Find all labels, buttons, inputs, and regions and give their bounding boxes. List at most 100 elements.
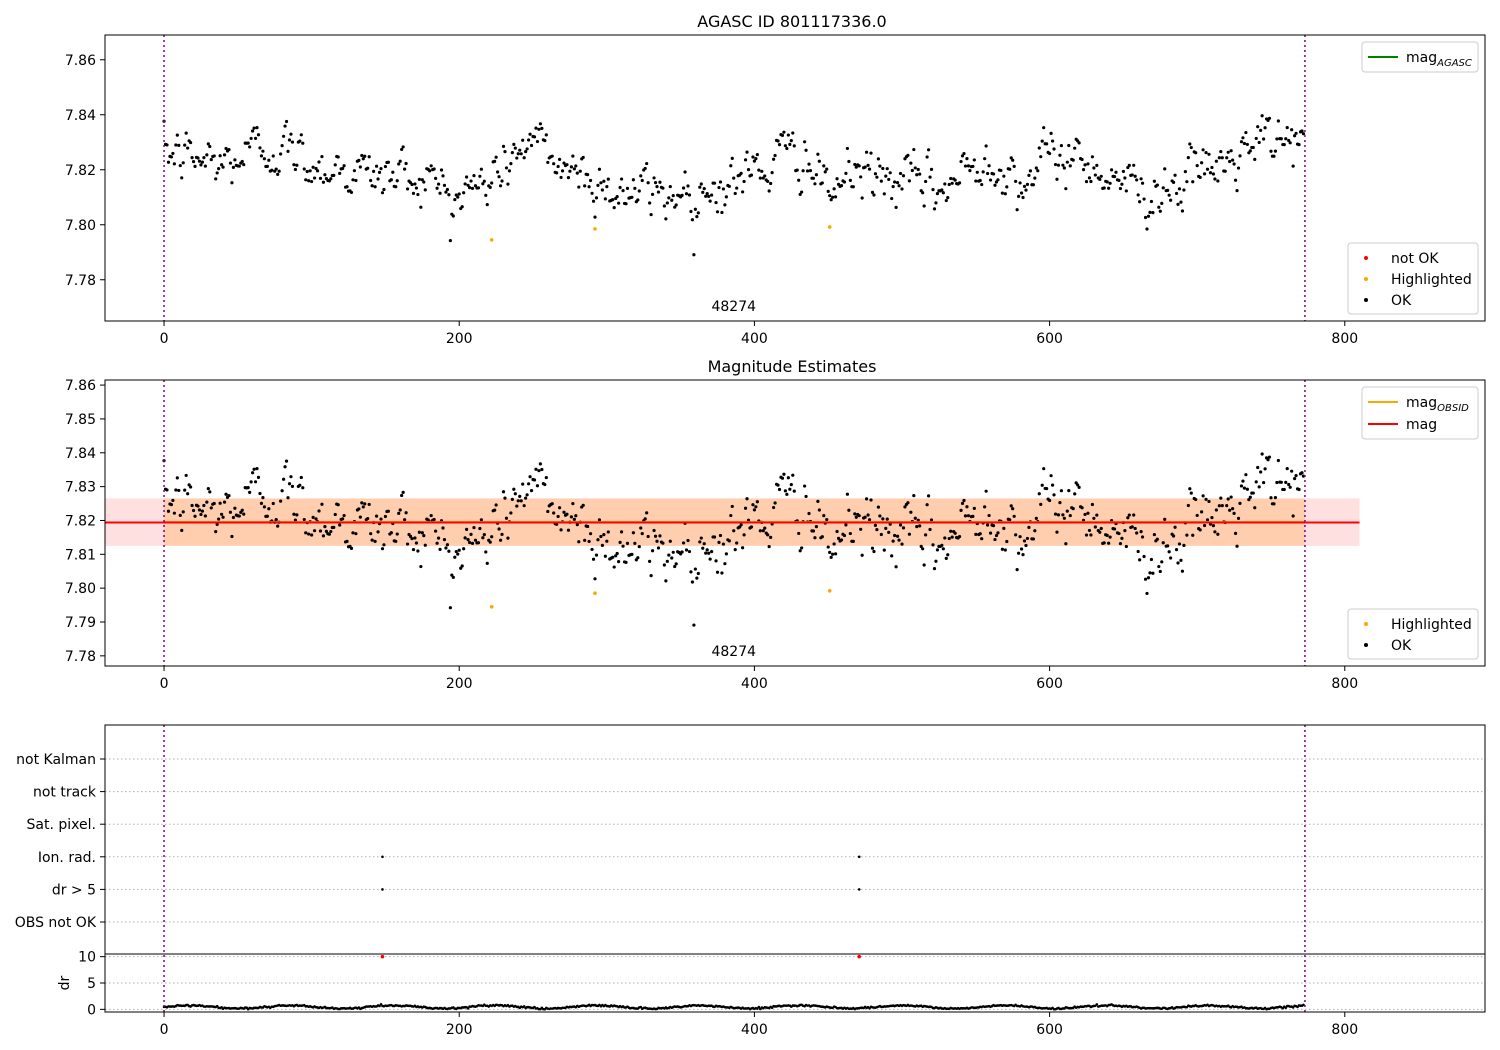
ok-point — [944, 198, 948, 203]
ok-point — [1039, 502, 1043, 506]
ok-point — [1213, 177, 1217, 181]
ok-point — [919, 544, 923, 548]
ok-point — [560, 169, 565, 173]
ok-point — [789, 483, 793, 487]
ok-point — [1262, 480, 1266, 485]
ok-point — [1123, 176, 1127, 180]
ok-point — [645, 511, 649, 515]
ok-point — [869, 151, 873, 155]
ok-point — [681, 186, 686, 190]
ok-point — [1045, 142, 1049, 146]
ok-point — [261, 149, 265, 153]
ok-point — [1166, 544, 1170, 548]
ok-point — [859, 527, 863, 531]
ok-point — [606, 177, 610, 181]
ok-point — [755, 500, 759, 504]
dr-tick-label: 0 — [87, 1002, 96, 1018]
ok-point — [259, 154, 264, 158]
ok-point — [284, 459, 289, 463]
ok-point — [1108, 181, 1112, 185]
ok-point — [712, 181, 717, 185]
ok-point — [262, 157, 267, 161]
ok-point — [453, 555, 457, 559]
ok-point — [522, 504, 526, 508]
ok-point — [1208, 171, 1213, 175]
ok-point — [258, 491, 262, 496]
ok-point — [988, 531, 993, 535]
ok-point — [630, 195, 634, 199]
ok-point — [404, 511, 408, 515]
ok-point — [307, 532, 311, 536]
ok-point — [752, 159, 757, 163]
ok-point — [587, 185, 591, 189]
ok-point — [495, 170, 500, 174]
ok-point — [1239, 140, 1244, 144]
ok-point — [987, 513, 991, 518]
ok-point — [181, 510, 185, 514]
ok-point — [349, 190, 354, 195]
ok-point — [864, 150, 869, 154]
ok-point — [587, 539, 591, 544]
ok-point — [215, 522, 219, 526]
ok-point — [1152, 179, 1156, 183]
ok-point — [807, 162, 811, 166]
ok-point — [959, 159, 963, 164]
ok-point — [1068, 164, 1072, 168]
ok-point — [1073, 492, 1077, 496]
ok-point — [802, 140, 807, 144]
ok-point — [1083, 163, 1087, 167]
ok-point — [637, 189, 641, 193]
ok-point — [971, 164, 975, 169]
ok-point — [639, 174, 643, 178]
ok-point — [338, 171, 342, 176]
ok-point — [525, 147, 529, 151]
ok-point — [788, 142, 792, 146]
ok-point — [928, 527, 932, 532]
flag-event-point — [381, 855, 384, 859]
ok-point — [196, 504, 200, 508]
ok-point — [481, 536, 485, 540]
ok-point — [357, 158, 361, 162]
ok-point — [470, 186, 475, 190]
ok-point — [281, 477, 286, 481]
ok-point — [901, 174, 906, 178]
ok-point — [169, 503, 174, 507]
ok-point — [813, 182, 817, 186]
ok-point — [926, 148, 931, 152]
ok-point — [724, 552, 728, 556]
ok-point — [175, 133, 179, 137]
ok-point — [1024, 188, 1028, 192]
ok-point — [373, 185, 377, 189]
ok-point — [467, 540, 472, 545]
x-tick-label: 0 — [160, 1022, 169, 1038]
ok-point — [1031, 537, 1035, 541]
ok-point — [1132, 513, 1136, 517]
ok-point — [1000, 547, 1004, 551]
ok-point — [442, 183, 447, 187]
ok-point — [999, 168, 1003, 173]
ok-point — [224, 492, 228, 496]
ok-point — [535, 484, 540, 488]
ok-point — [1244, 130, 1248, 135]
ok-point — [596, 183, 600, 187]
ok-point — [611, 555, 615, 559]
ok-point — [658, 180, 662, 184]
ok-point — [1049, 474, 1053, 478]
ok-point — [231, 515, 236, 520]
ok-point — [637, 544, 641, 549]
ok-point — [866, 513, 870, 517]
ok-point — [935, 548, 940, 552]
ok-point — [702, 542, 706, 546]
ok-point — [562, 510, 566, 514]
ok-point — [617, 201, 621, 205]
ok-point — [1188, 142, 1192, 146]
ok-point — [1067, 488, 1071, 493]
ok-point — [1158, 569, 1162, 574]
ok-point — [788, 487, 792, 491]
ok-point — [544, 475, 548, 480]
ok-point — [884, 174, 888, 178]
ok-point — [1092, 166, 1096, 170]
ok-point — [556, 164, 560, 169]
ok-point — [962, 498, 966, 503]
ok-point — [928, 175, 932, 179]
